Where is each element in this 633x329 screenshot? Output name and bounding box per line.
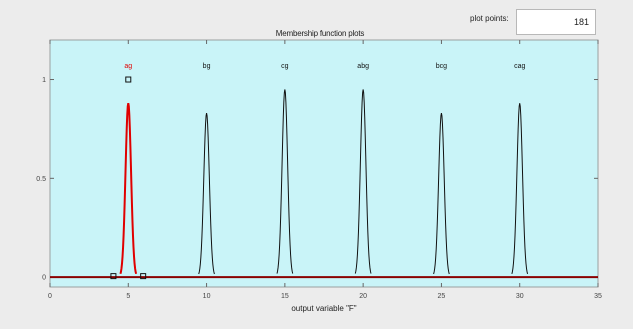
plot-points-label: plot points: bbox=[470, 14, 509, 23]
mf-curve-bcg[interactable] bbox=[433, 113, 450, 275]
mf-curve-ag[interactable] bbox=[119, 103, 138, 275]
mf-handle-ag-1[interactable] bbox=[110, 273, 117, 280]
mf-label-bcg: bcg bbox=[436, 63, 447, 70]
axis-ticks: 0 5 10 15 20 25 30 35 0 0.5 1 bbox=[36, 40, 602, 300]
mf-handle-ag-0[interactable] bbox=[125, 76, 132, 83]
mf-handle-ag-2[interactable] bbox=[140, 273, 147, 280]
x-axis-label: output variable "F" bbox=[291, 304, 356, 313]
x-tick-label: 35 bbox=[594, 293, 602, 300]
mf-label-cag: cag bbox=[514, 63, 525, 70]
x-tick-label: 15 bbox=[281, 293, 289, 300]
mf-label-cg: cg bbox=[281, 63, 289, 70]
plot-points-input[interactable] bbox=[516, 9, 596, 35]
x-tick-label: 0 bbox=[48, 293, 52, 300]
selection-handles[interactable] bbox=[110, 76, 147, 280]
y-tick-label: 1 bbox=[42, 77, 46, 84]
membership-curves[interactable] bbox=[50, 89, 598, 279]
plot-title: Membership function plots bbox=[275, 29, 365, 38]
x-tick-label: 30 bbox=[516, 293, 524, 300]
x-tick-label: 5 bbox=[126, 293, 130, 300]
y-tick-label: 0.5 bbox=[36, 176, 46, 183]
mf-label-bg: bg bbox=[203, 63, 211, 70]
mf-curve-bg[interactable] bbox=[198, 113, 215, 275]
mf-labels: ag bg cg abg bcg cag bbox=[124, 63, 525, 70]
mf-label-abg: abg bbox=[357, 63, 369, 70]
mf-curve-cag[interactable] bbox=[511, 103, 529, 274]
x-tick-label: 10 bbox=[203, 293, 211, 300]
mf-curve-cg[interactable] bbox=[276, 89, 294, 274]
y-tick-label: 0 bbox=[42, 275, 46, 282]
x-tick-label: 20 bbox=[359, 293, 367, 300]
axes-background bbox=[49, 39, 599, 288]
mf-curve-abg[interactable] bbox=[354, 89, 372, 274]
x-tick-label: 25 bbox=[438, 293, 446, 300]
mf-label-ag: ag bbox=[124, 63, 132, 70]
